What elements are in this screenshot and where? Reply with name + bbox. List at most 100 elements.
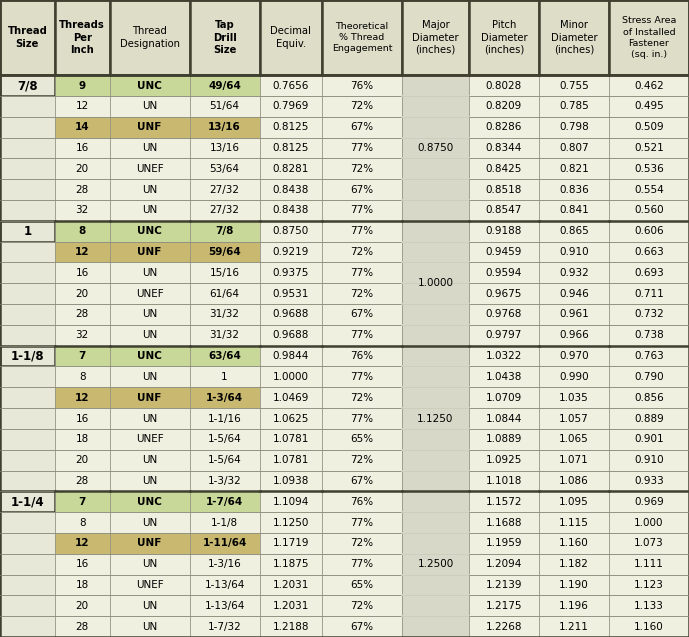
Bar: [609, 616, 689, 637]
Bar: [539, 491, 609, 512]
Text: 16: 16: [76, 559, 89, 569]
Text: 0.9375: 0.9375: [273, 268, 309, 278]
Text: 28: 28: [76, 476, 89, 486]
Text: 32: 32: [76, 330, 89, 340]
Text: 0.9768: 0.9768: [486, 310, 522, 320]
Text: 65%: 65%: [351, 580, 373, 590]
Bar: [260, 0, 322, 75]
Text: 1.1959: 1.1959: [486, 538, 522, 548]
Text: 1.111: 1.111: [634, 559, 664, 569]
Text: UN: UN: [142, 310, 157, 320]
Bar: [402, 283, 469, 304]
Text: 1: 1: [221, 372, 228, 382]
Bar: [55, 471, 110, 491]
Bar: [469, 262, 539, 283]
Bar: [402, 179, 469, 200]
Text: 0.663: 0.663: [634, 247, 664, 257]
Text: 67%: 67%: [351, 185, 373, 195]
Bar: [189, 304, 260, 325]
Bar: [402, 512, 469, 533]
Bar: [469, 554, 539, 575]
Bar: [469, 387, 539, 408]
Bar: [0, 262, 55, 283]
Bar: [322, 117, 402, 138]
Text: Pitch
Diameter
(inches): Pitch Diameter (inches): [481, 20, 527, 55]
Text: 1-5/64: 1-5/64: [207, 434, 241, 445]
Text: 1.133: 1.133: [634, 601, 664, 611]
Bar: [189, 408, 260, 429]
Bar: [189, 471, 260, 491]
Text: 0.9459: 0.9459: [486, 247, 522, 257]
Text: UN: UN: [142, 476, 157, 486]
Text: 67%: 67%: [351, 310, 373, 320]
Bar: [110, 179, 189, 200]
Bar: [322, 200, 402, 221]
Text: 8: 8: [79, 517, 85, 527]
Bar: [189, 533, 260, 554]
Text: 1-3/64: 1-3/64: [206, 392, 243, 403]
Text: 0.8125: 0.8125: [273, 122, 309, 132]
Bar: [402, 262, 469, 283]
Text: UNF: UNF: [137, 392, 162, 403]
Bar: [260, 429, 322, 450]
Text: 72%: 72%: [351, 101, 373, 111]
Text: 1.2031: 1.2031: [273, 580, 309, 590]
Text: 1-1/8: 1-1/8: [211, 517, 238, 527]
Text: UN: UN: [142, 455, 157, 465]
Bar: [55, 429, 110, 450]
Bar: [110, 450, 189, 471]
Bar: [189, 512, 260, 533]
Text: 1.1572: 1.1572: [486, 497, 522, 507]
Bar: [55, 0, 110, 75]
Text: UN: UN: [142, 517, 157, 527]
Text: 0.856: 0.856: [634, 392, 664, 403]
Bar: [110, 408, 189, 429]
Text: UNF: UNF: [137, 538, 162, 548]
Bar: [55, 96, 110, 117]
Bar: [469, 75, 539, 96]
Text: 0.763: 0.763: [634, 351, 664, 361]
Bar: [110, 262, 189, 283]
Text: UN: UN: [142, 205, 157, 215]
Bar: [260, 512, 322, 533]
Text: 1.0000: 1.0000: [418, 278, 453, 289]
Bar: [0, 241, 55, 262]
Bar: [260, 554, 322, 575]
Bar: [322, 221, 402, 241]
Text: 1.073: 1.073: [634, 538, 664, 548]
Text: 1-1/4: 1-1/4: [10, 495, 44, 508]
Bar: [110, 533, 189, 554]
Text: Threads
Per
Inch: Threads Per Inch: [59, 20, 105, 55]
Text: 1.095: 1.095: [559, 497, 589, 507]
Text: 1.1094: 1.1094: [273, 497, 309, 507]
Bar: [189, 325, 260, 346]
Bar: [55, 366, 110, 387]
Text: 1.0438: 1.0438: [486, 372, 522, 382]
Text: 0.711: 0.711: [634, 289, 664, 299]
Text: 1.0000: 1.0000: [273, 372, 309, 382]
Bar: [322, 179, 402, 200]
Text: 0.9797: 0.9797: [486, 330, 522, 340]
Bar: [55, 616, 110, 637]
Text: 77%: 77%: [351, 372, 373, 382]
Bar: [402, 159, 469, 179]
Text: 72%: 72%: [351, 164, 373, 174]
Text: 1: 1: [23, 225, 32, 238]
Bar: [110, 575, 189, 596]
Bar: [539, 117, 609, 138]
Bar: [402, 117, 469, 138]
Text: UNEF: UNEF: [136, 164, 163, 174]
Text: 0.901: 0.901: [634, 434, 664, 445]
Bar: [402, 325, 469, 346]
Bar: [402, 616, 469, 637]
Text: 65%: 65%: [351, 434, 373, 445]
Bar: [260, 221, 322, 241]
Bar: [260, 283, 322, 304]
Bar: [322, 283, 402, 304]
Bar: [322, 387, 402, 408]
Text: Thread
Designation: Thread Designation: [120, 26, 180, 49]
Text: 0.961: 0.961: [559, 310, 589, 320]
Bar: [539, 616, 609, 637]
Text: 7/8: 7/8: [216, 226, 234, 236]
Bar: [322, 554, 402, 575]
